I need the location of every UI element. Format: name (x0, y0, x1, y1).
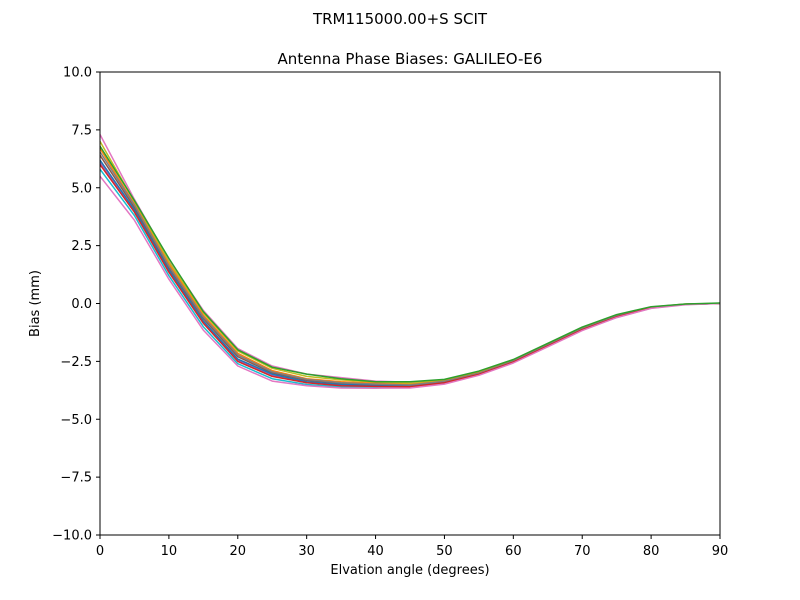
series-line-3 (99, 148, 721, 386)
y-tick-label: −2.5 (60, 355, 92, 370)
series-line-1 (99, 134, 721, 383)
y-tick-label: 0.0 (71, 297, 92, 312)
x-tick-label: 30 (298, 544, 315, 559)
y-tick-label: 2.5 (71, 239, 92, 254)
x-tick-label: 50 (436, 544, 453, 559)
y-tick-label: 5.0 (71, 181, 92, 196)
y-axis-ticks: −10.0 −7.5 −5.0 −2.5 0.0 2.5 5.0 7.5 10.0 (52, 66, 100, 544)
x-tick-label: 10 (161, 544, 178, 559)
series-line-11 (99, 145, 721, 383)
chart-title: Antenna Phase Biases: GALILEO-E6 (278, 50, 543, 68)
x-tick-label: 90 (712, 544, 729, 559)
x-tick-label: 0 (96, 544, 104, 559)
x-tick-label: 70 (574, 544, 591, 559)
series-line-6 (99, 168, 721, 389)
series-line-4 (99, 154, 721, 387)
figure-suptitle: TRM115000.00+S SCIT (312, 10, 488, 28)
x-axis-label: Elvation angle (degrees) (330, 563, 489, 578)
x-tick-label: 40 (367, 544, 384, 559)
x-tick-label: 60 (505, 544, 522, 559)
y-tick-label: −5.0 (60, 413, 92, 428)
series-lines (99, 134, 721, 389)
y-tick-label: 7.5 (71, 123, 92, 138)
series-line-10 (99, 175, 721, 389)
y-tick-label: −10.0 (52, 529, 92, 544)
series-line-7 (99, 159, 721, 387)
series-line-5 (99, 161, 721, 388)
series-line-9 (99, 164, 721, 388)
y-tick-label: −7.5 (60, 471, 92, 486)
y-tick-label: 10.0 (63, 66, 92, 81)
x-axis-ticks: 0 10 20 30 40 50 60 70 80 90 (96, 535, 728, 559)
series-line-2 (99, 141, 721, 385)
x-tick-label: 80 (643, 544, 660, 559)
series-line-8 (99, 151, 721, 386)
x-tick-label: 20 (230, 544, 247, 559)
y-axis-label: Bias (mm) (28, 270, 43, 337)
